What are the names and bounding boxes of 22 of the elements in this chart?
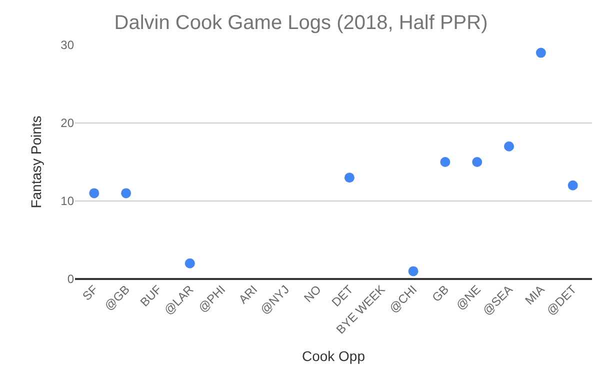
point <box>536 48 546 58</box>
point <box>408 266 418 276</box>
y-tick-label: 10 <box>60 194 74 208</box>
point <box>344 172 354 183</box>
point <box>472 157 482 167</box>
y-axis-title: Fantasy Points <box>28 116 44 208</box>
x-tick-label: ARI <box>236 282 260 307</box>
point <box>184 258 195 268</box>
point <box>121 188 132 198</box>
point <box>89 188 100 198</box>
chart-title: Dalvin Cook Game Logs (2018, Half PPR) <box>114 12 488 34</box>
x-tick-label: SF <box>80 282 101 304</box>
x-tick-label: GB <box>429 282 452 305</box>
y-tick-label: 0 <box>67 272 74 286</box>
point <box>568 180 578 190</box>
x-axis-title: Cook Opp <box>302 348 366 364</box>
x-tick-label: MIA <box>522 282 548 308</box>
y-tick-label: 20 <box>60 116 74 130</box>
x-tick-label: NO <box>301 282 324 306</box>
point <box>504 141 514 152</box>
point <box>440 157 450 167</box>
y-tick-label: 30 <box>60 38 74 52</box>
